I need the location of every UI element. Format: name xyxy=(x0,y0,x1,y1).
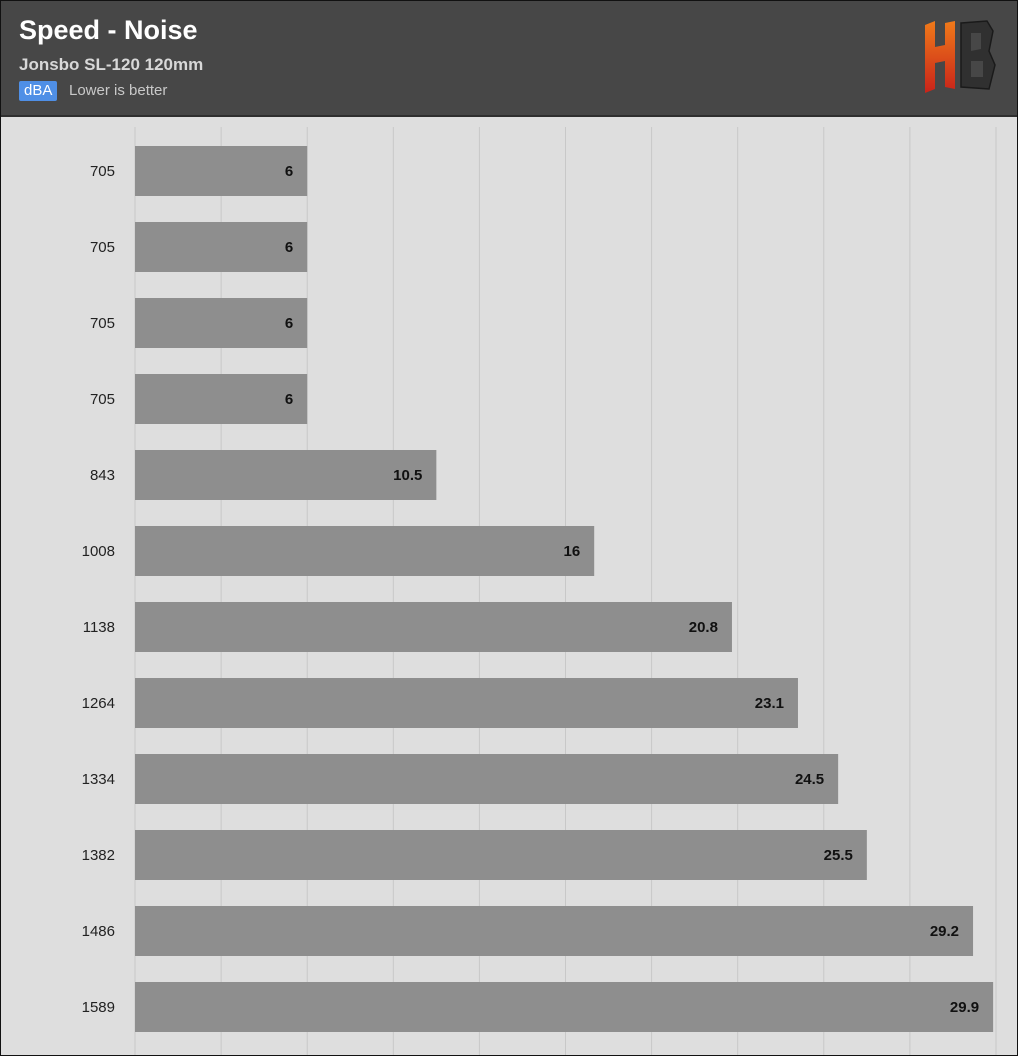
bar xyxy=(135,678,798,728)
value-label: 6 xyxy=(285,163,293,180)
category-label: 1008 xyxy=(82,543,115,560)
chart-header: Speed - Noise Jonsbo SL-120 120mm dBA Lo… xyxy=(1,1,1017,117)
category-label: 705 xyxy=(90,391,115,408)
bar xyxy=(135,222,308,272)
value-label: 10.5 xyxy=(393,467,422,484)
category-label: 1264 xyxy=(82,695,115,712)
bar xyxy=(135,298,308,348)
category-label: 705 xyxy=(90,239,115,256)
value-label: 25.5 xyxy=(824,847,853,864)
value-label: 29.9 xyxy=(950,999,979,1016)
bar xyxy=(135,754,839,804)
bar xyxy=(135,602,732,652)
bar xyxy=(135,450,437,500)
bar xyxy=(135,830,867,880)
category-label: 1138 xyxy=(83,619,115,636)
unit-badge: dBA xyxy=(19,81,58,101)
category-label: 705 xyxy=(90,163,115,180)
category-labels: 705 705 705 705 843 1008 1138 1264 1334 1382 1486 1… xyxy=(82,163,115,1016)
value-label: 29.2 xyxy=(930,923,959,940)
plot-area: 705 705 705 705 843 1008 1138 1264 1334 1382 1486 1… xyxy=(82,127,997,1055)
bar xyxy=(135,982,994,1032)
bar xyxy=(135,374,308,424)
bar xyxy=(135,146,308,196)
grid-lines xyxy=(134,127,997,1055)
bar xyxy=(135,906,974,956)
category-label: 1486 xyxy=(82,923,115,940)
value-label: 23.1 xyxy=(755,695,784,712)
category-label: 1382 xyxy=(82,847,115,864)
value-label: 6 xyxy=(285,239,293,256)
value-labels: 6 6 6 6 10.5 16 20.8 23.1 24.5 25.5 29.2 29.9 xyxy=(285,163,979,1016)
chart-subtitle: Jonsbo SL-120 120mm xyxy=(19,55,204,74)
category-label: 843 xyxy=(90,467,115,484)
hb-logo-icon xyxy=(925,20,996,93)
category-label: 1589 xyxy=(82,999,115,1016)
value-label: 6 xyxy=(285,315,293,332)
bar xyxy=(135,526,595,576)
value-label: 20.8 xyxy=(689,619,718,636)
chart-title: Speed - Noise xyxy=(19,15,198,45)
category-label: 1334 xyxy=(82,771,115,788)
value-label: 6 xyxy=(285,391,293,408)
bars xyxy=(135,146,994,1032)
category-label: 705 xyxy=(90,315,115,332)
value-label: 16 xyxy=(564,543,581,560)
chart-note: Lower is better xyxy=(69,82,168,99)
value-label: 24.5 xyxy=(795,771,824,788)
